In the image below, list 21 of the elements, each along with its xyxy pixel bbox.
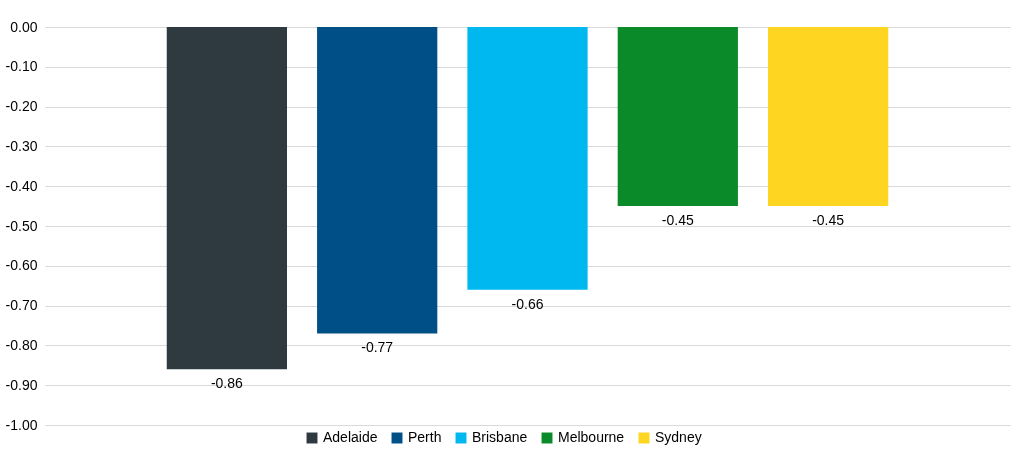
y-tick-label: -0.40 (5, 177, 38, 194)
y-tick-label: -0.90 (5, 376, 38, 393)
data-label: -0.77 (361, 339, 394, 356)
y-tick-label: -1.00 (5, 416, 38, 433)
data-label: -0.66 (511, 295, 544, 312)
y-tick-label: -0.80 (5, 336, 38, 353)
legend-label: Sydney (655, 429, 702, 445)
legend-label: Adelaide (323, 429, 378, 445)
data-label: -0.45 (812, 212, 845, 229)
legend-label: Melbourne (558, 429, 625, 445)
y-tick-label: -0.50 (5, 217, 38, 234)
y-tick-label: -0.20 (5, 98, 38, 115)
legend-label: Brisbane (472, 429, 528, 445)
y-tick-label: -0.10 (5, 58, 38, 75)
y-tick-label: -0.70 (5, 297, 38, 314)
y-tick-label: -0.30 (5, 137, 38, 154)
y-tick-label: -0.60 (5, 257, 38, 274)
y-tick-label: 0.00 (10, 18, 38, 35)
legend-label: Perth (408, 429, 442, 445)
data-label: -0.45 (661, 212, 694, 229)
data-label: -0.86 (210, 375, 244, 392)
